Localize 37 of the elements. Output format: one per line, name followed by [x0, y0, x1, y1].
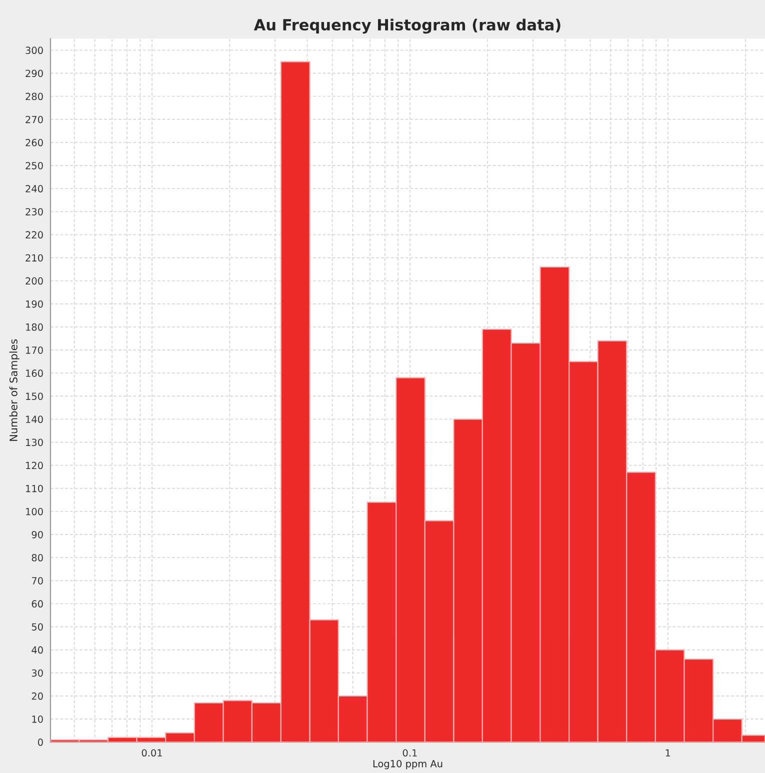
y-tick-label: 280 — [26, 92, 43, 100]
y-tick-label: 140 — [26, 416, 43, 424]
y-tick-label: 70 — [32, 577, 43, 584]
y-tick-label: 30 — [32, 669, 43, 677]
y-tick-label: 130 — [26, 438, 43, 446]
y-tick-label: 100 — [26, 508, 43, 516]
y-tick-label: 230 — [26, 208, 43, 216]
y-tick-label: 0 — [38, 738, 43, 746]
y-tick-label: 40 — [32, 646, 43, 654]
x-axis-title: Log10 ppm Au — [373, 760, 442, 770]
y-tick-label: 170 — [26, 346, 43, 354]
y-tick-label: 210 — [26, 254, 43, 262]
y-tick-label: 220 — [26, 231, 43, 239]
x-tick-label: 1 — [666, 749, 670, 756]
x-tick-label: 0.01 — [142, 749, 162, 757]
y-tick-label: 290 — [26, 70, 43, 78]
y-tick-label: 300 — [26, 46, 43, 54]
y-tick-label: 250 — [26, 162, 43, 170]
y-tick-label: 180 — [26, 323, 43, 331]
y-tick-label: 80 — [32, 554, 43, 562]
y-tick-label: 120 — [26, 462, 43, 470]
y-tick-label: 10 — [32, 715, 43, 723]
x-tick-label: 0.1 — [402, 749, 417, 757]
y-tick-label: 150 — [26, 392, 43, 400]
y-tick-label: 20 — [32, 692, 43, 700]
y-tick-label: 260 — [26, 138, 43, 146]
y-tick-label: 190 — [26, 300, 43, 308]
y-tick-label: 200 — [26, 277, 43, 285]
y-tick-label: 240 — [26, 185, 43, 192]
y-tick-label: 50 — [32, 623, 43, 631]
y-tick-label: 160 — [26, 370, 43, 377]
y-tick-label: 60 — [32, 600, 43, 608]
y-tick-label: 90 — [32, 530, 43, 538]
y-tick-label: 110 — [26, 484, 43, 492]
y-tick-label: 270 — [26, 116, 43, 124]
chart-title: Au Frequency Histogram (raw data) — [254, 18, 560, 34]
y-axis-title: Number of Samples — [9, 339, 20, 441]
